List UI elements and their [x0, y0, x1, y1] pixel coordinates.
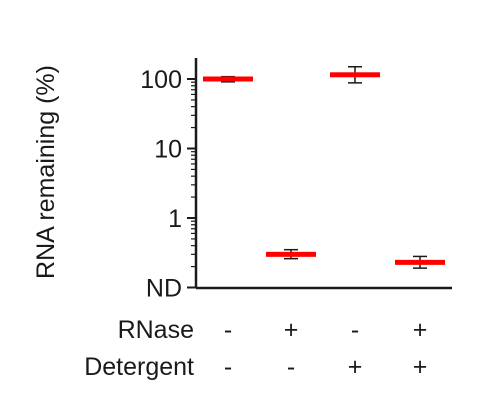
condition-row-label: Detergent — [84, 353, 194, 381]
condition-symbol: - — [287, 353, 295, 381]
error-bars — [221, 66, 427, 269]
mean-markers — [203, 72, 445, 265]
condition-symbol: + — [284, 316, 299, 344]
y-tick-label: 1 — [168, 205, 182, 233]
mean-marker — [395, 259, 445, 265]
axes — [187, 58, 452, 290]
y-tick-labels: ND 1 10 100 — [140, 66, 182, 303]
y-axis-label: RNA remaining (%) — [32, 65, 60, 279]
condition-symbol: + — [413, 353, 428, 381]
condition-symbol: + — [413, 316, 428, 344]
condition-symbol: + — [348, 353, 363, 381]
condition-row-label: RNase — [118, 316, 194, 344]
mean-marker — [330, 72, 380, 78]
y-tick-label: ND — [146, 275, 182, 303]
y-tick-label: 100 — [140, 66, 182, 94]
condition-symbol: - — [224, 353, 232, 381]
mean-marker — [203, 76, 253, 82]
condition-table: RNase - + - + Detergent - - + + — [84, 316, 427, 381]
y-tick-label: 10 — [154, 136, 182, 164]
condition-symbol: - — [351, 316, 359, 344]
condition-symbol: - — [224, 316, 232, 344]
mean-marker — [266, 251, 316, 257]
